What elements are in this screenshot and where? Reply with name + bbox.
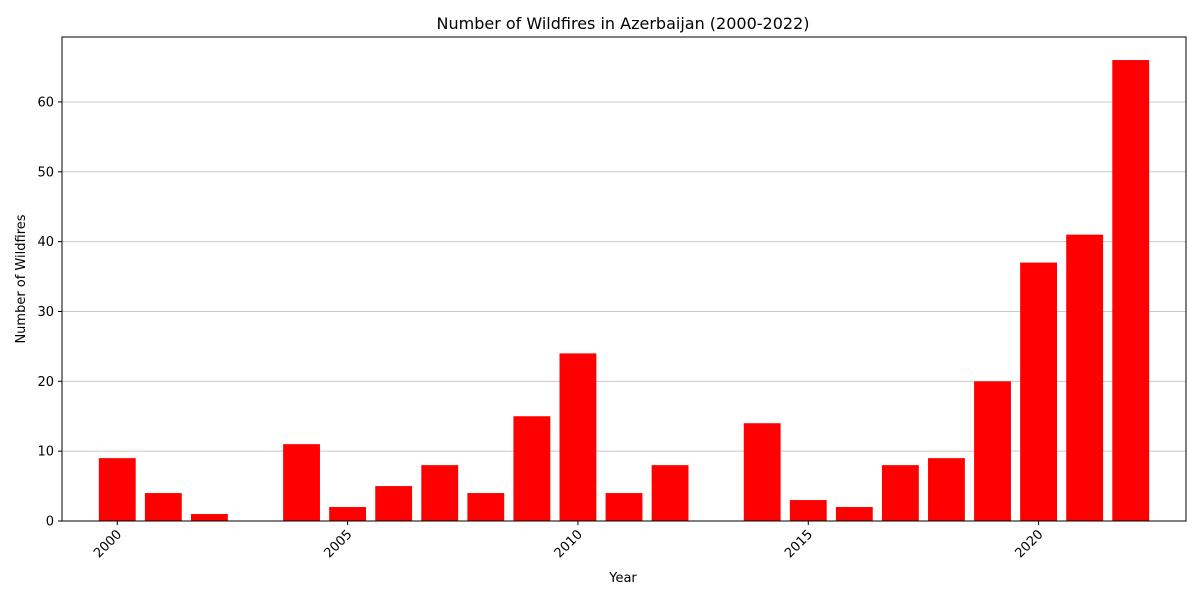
x-tick-label: 2010: [552, 527, 586, 561]
chart-title: Number of Wildfires in Azerbaijan (2000-…: [437, 14, 810, 33]
plot-frame: [61, 36, 1187, 522]
bar-2020: [1020, 262, 1058, 521]
bar-2008: [467, 493, 505, 521]
bar-2017: [881, 465, 919, 521]
bar-2004: [283, 444, 320, 521]
bar-2022: [1112, 60, 1150, 522]
bar-2009: [513, 416, 551, 521]
y-tick-label: 20: [37, 375, 54, 390]
bar-2012: [651, 465, 689, 521]
x-tick-label: 2020: [1012, 527, 1046, 561]
x-tick-label: 2015: [782, 527, 816, 561]
y-tick-label: 50: [37, 165, 54, 180]
bar-2011: [605, 493, 643, 521]
bar-2016: [835, 507, 873, 521]
bar-2002: [190, 514, 228, 521]
x-axis-label: Year: [608, 571, 637, 586]
y-axis-label: Number of Wildfires: [14, 214, 29, 343]
bar-2018: [928, 458, 965, 521]
bar-2014: [743, 423, 781, 521]
bar-2010: [559, 353, 597, 521]
bar-2001: [144, 493, 182, 521]
x-tick-label: 2005: [321, 527, 355, 561]
y-tick-label: 40: [37, 235, 54, 250]
bar-2006: [375, 486, 413, 521]
grid-layer: [62, 101, 1186, 522]
bar-2015: [789, 500, 827, 521]
x-tick-label: 2000: [91, 527, 125, 561]
bar-2005: [329, 507, 367, 521]
y-tick-label: 10: [37, 445, 54, 460]
bars-layer: [98, 60, 1150, 522]
bar-2021: [1066, 234, 1104, 521]
bar-2000: [98, 458, 136, 521]
y-tick-label: 0: [46, 515, 54, 530]
y-tick-label: 30: [37, 305, 54, 320]
bar-2007: [421, 465, 459, 521]
y-tick-label: 60: [37, 95, 54, 110]
bar-2019: [974, 381, 1011, 521]
axes-layer: 0 10 20 30 40 50 60 2000 2005 2010 2015 2020: [37, 36, 1187, 561]
